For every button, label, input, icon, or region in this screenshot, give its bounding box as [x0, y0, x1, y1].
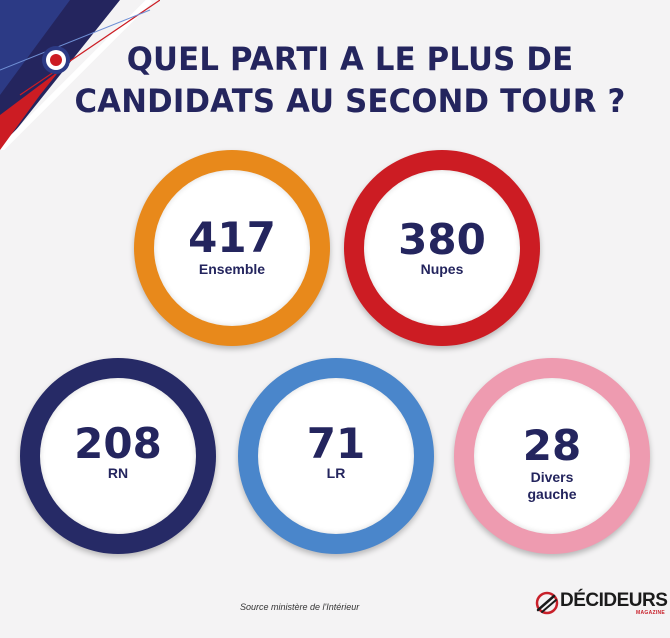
party-label-line-1: Divers [530, 469, 574, 485]
corner-decoration [0, 0, 160, 150]
party-circle-nupes: 380 Nupes [344, 150, 540, 346]
party-count: 417 [188, 213, 276, 262]
decideurs-logo-icon [535, 591, 559, 615]
source-note: Source ministère de l'Intérieur [240, 602, 360, 612]
party-label: LR [326, 465, 346, 481]
party-count: 208 [74, 419, 162, 468]
title-line-1: QUEL PARTI A LE PLUS DE [126, 40, 574, 78]
logo-subtitle: MAGAZINE [636, 610, 666, 616]
party-label: Nupes [420, 261, 464, 277]
party-circle-rn: 208 RN [20, 358, 216, 554]
page-title: QUEL PARTI A LE PLUS DE CANDIDATS AU SEC… [72, 38, 629, 122]
circle-inner [474, 378, 630, 534]
party-count: 380 [398, 215, 486, 264]
circle-inner [40, 378, 196, 534]
party-count: 71 [306, 419, 366, 468]
decideurs-logo: DÉCIDEURS MAGAZINE [534, 590, 668, 618]
circle-inner [154, 170, 310, 326]
party-label-line-2: gauche [527, 486, 577, 502]
cockade-icon [42, 46, 70, 74]
logo-wordmark: DÉCIDEURS [560, 590, 668, 611]
title-line-2: CANDIDATS AU SECOND TOUR ? [74, 82, 626, 120]
party-circle-ensemble: 417 Ensemble [134, 150, 330, 346]
party-label: RN [107, 465, 129, 481]
party-label: Ensemble [198, 261, 266, 277]
party-count: 28 [522, 421, 582, 470]
party-circle-lr: 71 LR [238, 358, 434, 554]
circle-inner [364, 170, 520, 326]
party-circle-divers-gauche: 28 Divers gauche [454, 358, 650, 554]
circle-inner [258, 378, 414, 534]
